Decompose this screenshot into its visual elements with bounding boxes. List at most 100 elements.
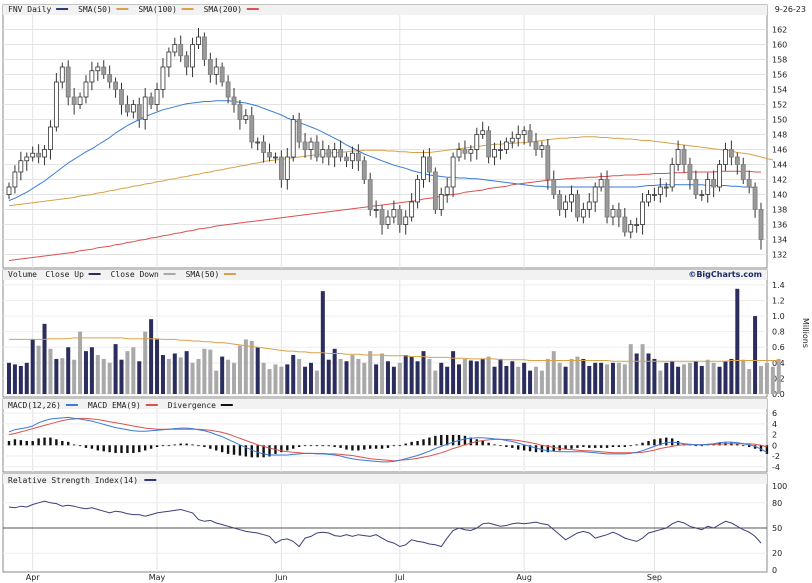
price-y-tick: 146 [772, 146, 787, 155]
volume-bar [587, 365, 592, 394]
divergence-bar [31, 441, 34, 446]
price-y-tick: 134 [772, 236, 787, 245]
divergence-bar [37, 438, 40, 446]
volume-bar [60, 358, 65, 394]
volume-bar [427, 358, 432, 394]
volume-bar [652, 358, 657, 394]
candle-body [119, 89, 124, 105]
candle-body [107, 74, 113, 83]
divergence-bar [552, 445, 555, 452]
divergence-bar [238, 445, 242, 456]
divergence-bar [209, 445, 212, 449]
price-y-tick: 132 [772, 251, 787, 260]
divergence-bar [759, 445, 763, 452]
divergence-bar [445, 434, 449, 446]
candle-body [314, 141, 320, 158]
volume-bar [664, 362, 669, 394]
divergence-bar [534, 445, 538, 453]
candle-body [486, 130, 492, 158]
divergence-bar [155, 445, 159, 448]
candle-body [723, 149, 728, 165]
candle-body [30, 152, 36, 158]
panel-header-band [3, 474, 767, 484]
candle-body [231, 96, 237, 105]
candle-body [533, 141, 539, 150]
volume-bar [374, 364, 379, 394]
volume-bar [474, 361, 479, 394]
divergence-bar [422, 439, 425, 446]
candle-body [421, 156, 426, 180]
candle-body [284, 156, 290, 180]
volume-bar [599, 362, 604, 394]
candle-body [361, 160, 367, 180]
volume-bar [291, 355, 296, 394]
divergence-bar [522, 445, 526, 451]
divergence-bar [96, 445, 100, 451]
volume-bar [172, 353, 177, 394]
divergence-bar [78, 445, 82, 447]
divergence-bar [694, 445, 698, 447]
volume-bar [403, 355, 408, 394]
volume-bar [575, 356, 580, 394]
candle-body [113, 81, 118, 90]
candle-body [196, 36, 201, 45]
volume-bar [143, 331, 148, 394]
divergence-bar [191, 444, 194, 446]
candle-body [456, 149, 462, 158]
volume-bar [66, 347, 71, 394]
price-y-tick: 154 [772, 86, 787, 95]
volume-bar [741, 359, 746, 394]
candle-body [77, 96, 83, 105]
volume-bar [658, 370, 663, 394]
divergence-bar [742, 445, 745, 447]
candle-body [705, 179, 711, 195]
x-tick-label: Apr [26, 573, 41, 582]
volume-bar [687, 362, 692, 394]
x-tick-label: May [149, 573, 166, 582]
volume-bar [533, 366, 538, 394]
candle-body [71, 96, 77, 105]
volume-bar [480, 358, 485, 394]
macd-y-tick: 4 [772, 420, 777, 429]
divergence-bar [173, 444, 176, 446]
x-tick-label: Aug [516, 573, 532, 582]
sma200-line [8, 170, 761, 261]
candle-body [432, 171, 438, 210]
divergence-bar [90, 445, 94, 449]
divergence-bar [179, 443, 182, 446]
volume-bar [486, 356, 491, 394]
volume-bar [178, 357, 183, 394]
divergence-bar [226, 445, 230, 454]
divergence-bar [611, 445, 615, 448]
candle-body [503, 141, 509, 150]
divergence-bar [108, 445, 111, 453]
divergence-bar [493, 444, 496, 446]
candle-body [302, 141, 308, 150]
divergence-bar [588, 445, 591, 448]
candle-body [758, 209, 764, 240]
volume-bar [368, 351, 373, 394]
candle-body [628, 224, 634, 233]
divergence-bar [747, 445, 751, 448]
divergence-bar [149, 445, 153, 449]
candle-body [575, 194, 580, 218]
candle-body [202, 36, 207, 60]
divergence-bar [487, 442, 490, 446]
volume-bar [640, 344, 645, 394]
candle-body [468, 149, 474, 154]
divergence-bar [303, 445, 307, 447]
volume-y-tick: 1.2 [772, 296, 785, 305]
divergence-bar [363, 445, 366, 450]
candle-body [385, 216, 391, 225]
divergence-bar [546, 445, 550, 453]
divergence-bar [653, 439, 656, 446]
divergence-bar [185, 443, 188, 446]
candle-body [219, 66, 225, 83]
price-legend-label: SMA(100) [138, 5, 177, 14]
divergence-bar [333, 445, 336, 448]
divergence-bar [629, 445, 632, 447]
candle-body [746, 179, 752, 188]
volume-bar [498, 358, 503, 394]
divergence-bar [19, 440, 23, 446]
candle-body [652, 194, 657, 196]
